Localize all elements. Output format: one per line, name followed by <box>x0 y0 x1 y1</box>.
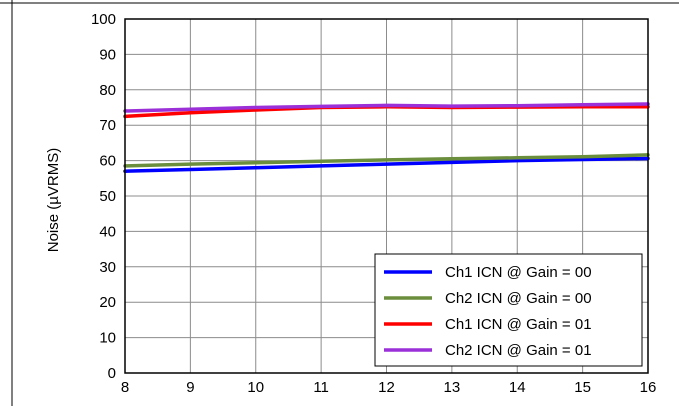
x-tick-label: 10 <box>247 379 264 396</box>
x-tick-label: 13 <box>444 379 461 396</box>
y-tick-label: 90 <box>99 46 116 63</box>
y-tick-label: 40 <box>99 223 116 240</box>
legend-label-3: Ch1 ICN @ Gain = 01 <box>445 316 592 333</box>
series-line-2 <box>123 153 650 168</box>
legend-label-2: Ch2 ICN @ Gain = 00 <box>445 290 592 307</box>
x-tick-label: 16 <box>640 379 657 396</box>
y-tick-labels: 0 10 20 30 40 50 60 70 80 90 100 <box>91 11 116 382</box>
y-tick-label: 80 <box>99 82 116 99</box>
legend-label-1: Ch1 ICN @ Gain = 00 <box>445 264 592 281</box>
y-tick-label: 60 <box>99 153 116 170</box>
series-lines <box>123 102 650 173</box>
series-line-1 <box>123 156 650 173</box>
x-tick-labels: 8 9 10 11 12 13 14 15 16 <box>121 379 657 396</box>
y-tick-label: 50 <box>99 188 116 205</box>
plot-frame <box>124 18 649 374</box>
y-tick-label: 70 <box>99 117 116 134</box>
x-tick-label: 14 <box>509 379 526 396</box>
legend-label-4: Ch2 ICN @ Gain = 01 <box>445 342 592 359</box>
x-tick-label: 9 <box>186 379 194 396</box>
x-tick-label: 8 <box>121 379 129 396</box>
y-axis-title: Noise (µVRMS) <box>45 148 62 253</box>
y-tick-label: 10 <box>99 330 116 347</box>
y-tick-label: 0 <box>108 365 116 382</box>
x-tick-label: 12 <box>378 379 395 396</box>
y-tick-label: 100 <box>91 11 116 28</box>
x-tick-label: 15 <box>574 379 591 396</box>
y-tick-label: 30 <box>99 259 116 276</box>
legend: Ch1 ICN @ Gain = 00 Ch2 ICN @ Gain = 00 Ch… <box>374 253 643 367</box>
y-tick-label: 20 <box>99 294 116 311</box>
series-line-4 <box>123 102 650 113</box>
x-tick-label: 11 <box>313 379 329 396</box>
